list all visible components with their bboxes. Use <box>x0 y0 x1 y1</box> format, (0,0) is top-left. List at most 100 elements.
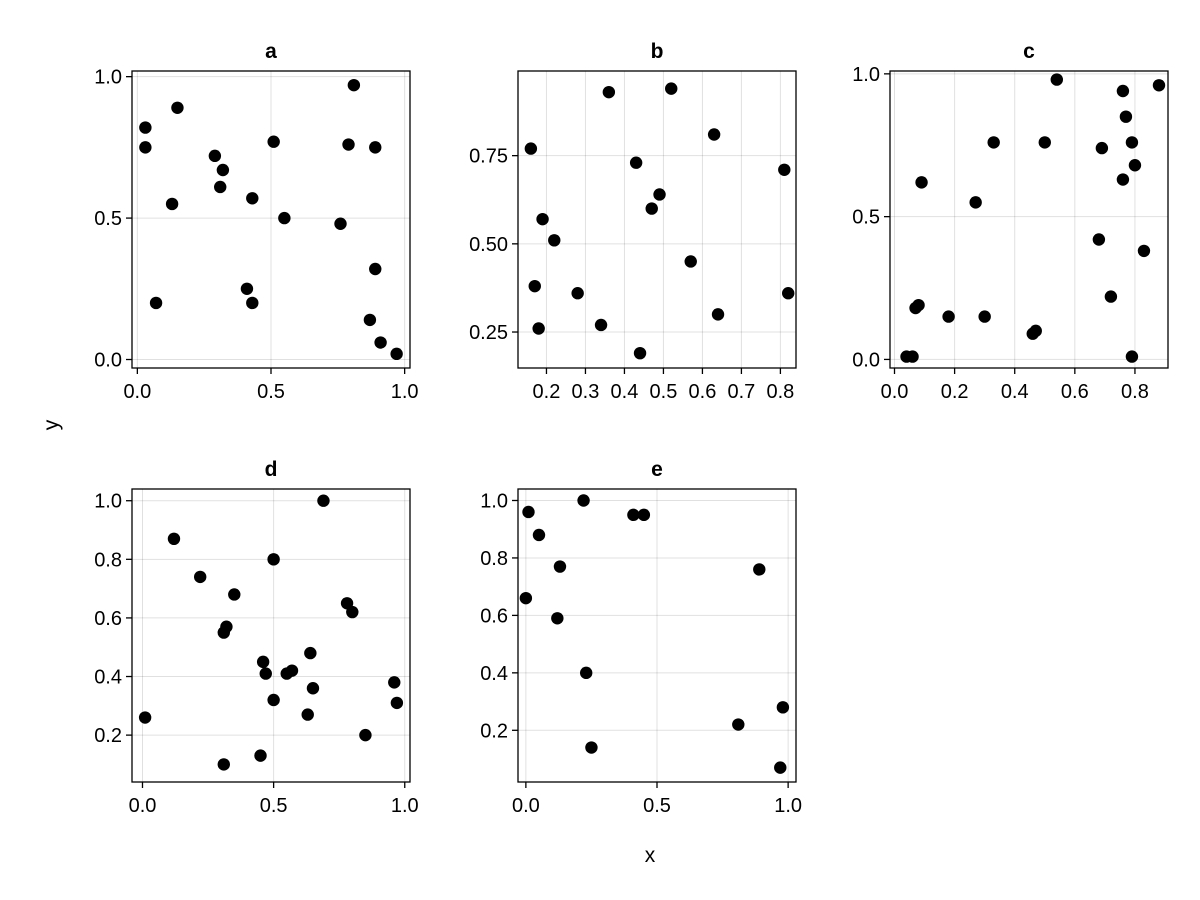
scatter-point <box>214 180 227 194</box>
y-tick-label: 0.50 <box>469 234 508 256</box>
panel-title: a <box>265 40 277 63</box>
scatter-point <box>602 85 616 99</box>
scatter-point <box>519 591 533 605</box>
x-tick-label: 0.6 <box>689 381 717 403</box>
scatter-point <box>653 188 666 201</box>
y-tick-label: 0.8 <box>480 548 508 570</box>
y-tick-label: 0.25 <box>469 322 508 344</box>
x-tick-label: 0.0 <box>881 381 909 403</box>
scatter-point <box>1104 290 1118 303</box>
y-tick-label: 1.0 <box>480 490 508 512</box>
scatter-point <box>246 192 259 205</box>
y-tick-label: 0.4 <box>94 667 122 689</box>
y-axis-label: y <box>40 419 63 430</box>
y-tick-label: 0.2 <box>94 725 122 747</box>
scatter-point <box>267 693 280 707</box>
y-tick-label: 0.75 <box>469 146 508 168</box>
scatter-point <box>369 262 382 276</box>
scatter-point <box>522 505 535 519</box>
scatter-point <box>1038 136 1051 149</box>
y-tick-label: 0.6 <box>94 608 122 630</box>
scatter-point <box>912 298 925 312</box>
scatter-point <box>627 508 640 522</box>
scatter-point <box>165 197 179 211</box>
y-tick-label: 0.5 <box>852 207 880 229</box>
scatter-point <box>711 308 725 321</box>
y-tick-label: 0.2 <box>480 720 508 742</box>
scatter-point <box>1152 79 1166 92</box>
scatter-point <box>171 101 184 114</box>
scatter-point <box>629 156 643 169</box>
scatter-point <box>1095 141 1109 155</box>
scatter-point <box>267 135 280 148</box>
panel-d: 0.0 0.5 1.0 0.2 0.4 0.6 0.8 1.0 d <box>94 458 418 817</box>
scatter-point <box>369 141 382 154</box>
y-tick-label: 0.0 <box>852 349 880 371</box>
x-tick-label: 0.7 <box>728 381 756 403</box>
scatter-point <box>388 676 401 689</box>
plot-frame <box>131 488 411 783</box>
scatter-point <box>571 287 584 300</box>
scatter-point <box>304 646 317 660</box>
x-tick-label: 0.4 <box>1001 381 1029 403</box>
scatter-point <box>915 176 928 189</box>
scatter-point <box>585 741 598 754</box>
scatter-point <box>259 667 272 680</box>
scatter-point <box>548 234 561 247</box>
scatter-point <box>390 696 404 710</box>
scatter-point <box>1092 233 1106 246</box>
scatter-point <box>594 318 608 332</box>
x-tick-label: 0.8 <box>766 381 794 403</box>
scatter-point <box>782 287 795 300</box>
panel-title: c <box>1023 40 1035 63</box>
scatter-point <box>1029 324 1042 338</box>
panel-c: 0.0 0.2 0.4 0.6 0.8 0.0 0.5 1.0 c <box>852 40 1169 403</box>
scatter-point <box>285 664 299 677</box>
scatter-point <box>579 666 593 680</box>
y-tick-label: 0.6 <box>480 605 508 627</box>
scatter-point <box>149 296 163 310</box>
scatter-point <box>240 282 254 295</box>
scatter-point <box>193 570 207 584</box>
scatter-point <box>167 532 181 546</box>
x-tick-label: 0.8 <box>1121 381 1149 403</box>
x-axis-label: x <box>645 844 656 867</box>
panel-title: e <box>651 458 663 481</box>
y-tick-label: 0.8 <box>94 549 122 571</box>
scatter-point <box>301 708 314 721</box>
scatter-point <box>254 749 267 762</box>
scatter-point <box>359 728 372 742</box>
plot-frame <box>889 70 1169 369</box>
scatter-point <box>246 296 259 310</box>
scatter-point <box>347 78 361 92</box>
panel-title: d <box>265 458 278 481</box>
x-tick-label: 0.2 <box>533 381 561 403</box>
scatter-point <box>346 605 359 619</box>
scatter-point <box>390 347 403 361</box>
x-tick-label: 0.0 <box>512 795 540 817</box>
x-tick-label: 0.6 <box>1061 381 1089 403</box>
scatter-point <box>665 82 678 95</box>
scatter-point <box>342 138 355 151</box>
scatter-point <box>139 141 152 154</box>
y-tick-label: 1.0 <box>94 491 122 513</box>
scatter-point <box>1116 84 1130 98</box>
scatter-point <box>1125 136 1139 149</box>
x-tick-label: 1.0 <box>391 795 419 817</box>
scatter-point <box>778 163 791 176</box>
scatter-point <box>1050 73 1064 86</box>
panel-e: 0.0 0.5 1.0 0.2 0.4 0.6 0.8 1.0 e <box>480 458 802 817</box>
scatter-point <box>528 279 541 293</box>
x-tick-label: 0.2 <box>941 381 969 403</box>
scatter-point <box>228 588 241 601</box>
scatter-point <box>216 163 230 177</box>
scatter-point <box>942 310 955 323</box>
scatter-point <box>220 620 233 633</box>
x-tick-label: 0.0 <box>129 795 157 817</box>
scatter-point <box>278 211 291 225</box>
x-tick-label: 0.3 <box>572 381 600 403</box>
scatter-point <box>969 196 982 209</box>
scatter-point <box>1128 159 1142 172</box>
scatter-point <box>906 350 919 363</box>
